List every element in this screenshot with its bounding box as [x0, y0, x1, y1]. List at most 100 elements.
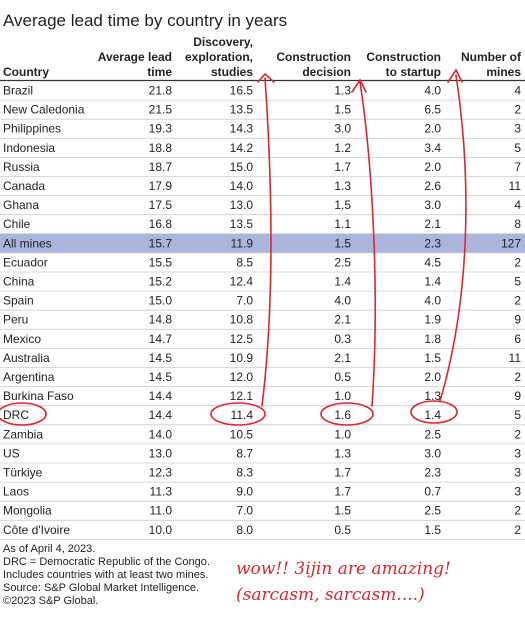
cell: US — [3, 446, 20, 460]
cell: 2.5 — [424, 427, 441, 441]
footnote: ©2023 S&P Global. — [3, 595, 98, 607]
cell: 2.3 — [424, 466, 441, 480]
cell: China — [3, 275, 35, 289]
circle — [210, 402, 266, 426]
cell: 1.4 — [424, 275, 441, 289]
cell: Peru — [3, 313, 28, 327]
cell: 1.3 — [424, 389, 441, 403]
cell: 1.9 — [424, 313, 441, 327]
cell: 11.4 — [231, 408, 254, 422]
circle — [320, 402, 374, 426]
cell: 1.6 — [334, 408, 351, 422]
cell: 3 — [514, 466, 521, 480]
cell: 2 — [514, 294, 521, 308]
cell: 0.5 — [334, 370, 351, 384]
cell: 11 — [509, 351, 522, 365]
cell: 1.0 — [334, 427, 351, 441]
cell: 11 — [509, 179, 522, 193]
cell: 17.9 — [149, 179, 173, 193]
cell: 10.9 — [230, 351, 254, 365]
arrow — [439, 68, 467, 402]
cell: 15.5 — [149, 255, 173, 269]
column-header: exploration, — [185, 50, 253, 64]
cell: 1.7 — [334, 485, 351, 499]
cell: 15.0 — [230, 160, 254, 174]
cell: 7.0 — [236, 504, 253, 518]
cell: 14.7 — [149, 332, 173, 346]
column-header: Country — [3, 65, 49, 79]
cell: Côte d'Ivoire — [3, 523, 70, 537]
cell: Burkina Faso — [3, 389, 74, 403]
cell: 12.1 — [230, 389, 254, 403]
cell: 21.8 — [149, 84, 173, 98]
column-header: time — [147, 65, 172, 79]
cell: 9 — [514, 313, 521, 327]
cell: Zambia — [3, 427, 43, 441]
column-header: studies — [211, 65, 253, 79]
cell: 2 — [514, 504, 521, 518]
column-header: Number of — [461, 50, 522, 64]
cell: 2 — [514, 523, 521, 537]
cell: 3 — [514, 485, 521, 499]
arrow — [257, 72, 275, 407]
cell: Ghana — [3, 198, 39, 212]
cell: 0.3 — [334, 332, 351, 346]
cell: 12.0 — [230, 370, 254, 384]
cell: 4.0 — [334, 294, 351, 308]
cell: 13.5 — [230, 217, 254, 231]
cell: 1.4 — [334, 275, 351, 289]
cell: 2.1 — [334, 313, 351, 327]
arrow — [351, 78, 377, 407]
cell: 5 — [514, 141, 521, 155]
cell: 11.3 — [150, 485, 173, 499]
column-header: Construction — [366, 50, 441, 64]
footnote: DRC = Democratic Republic of the Congo. — [3, 556, 210, 568]
cell: 2 — [514, 103, 521, 117]
cell: 12.5 — [230, 332, 254, 346]
cell: Chile — [3, 217, 31, 231]
cell: 0.5 — [334, 523, 351, 537]
handwritten-marks — [0, 68, 467, 426]
cell: 14.4 — [149, 408, 173, 422]
cell: 2.0 — [424, 122, 441, 136]
cell: 9.0 — [236, 485, 253, 499]
cell: 3.0 — [424, 198, 441, 212]
cell: 2.3 — [424, 236, 441, 250]
cell: New Caledonia — [3, 103, 85, 117]
cell: 1.8 — [424, 332, 441, 346]
cell: 3.0 — [424, 446, 441, 460]
cell: 14.0 — [230, 179, 254, 193]
cell: 0.7 — [424, 485, 441, 499]
handwritten-note: (sarcasm, sarcasm....) — [236, 585, 425, 605]
cell: 10.8 — [230, 313, 254, 327]
cell: 2.1 — [424, 217, 441, 231]
cell: Laos — [3, 485, 29, 499]
cell: Mongolia — [3, 504, 52, 518]
cell: 14.5 — [149, 370, 173, 384]
circle — [0, 402, 47, 426]
cell: 15.7 — [149, 236, 173, 250]
cell: 1.1 — [334, 217, 351, 231]
cell: 15.2 — [149, 275, 173, 289]
cell: 16.8 — [149, 217, 173, 231]
cell: 14.3 — [230, 122, 254, 136]
column-header: Average lead — [98, 50, 172, 64]
cell: 1.5 — [424, 523, 441, 537]
cell: Brazil — [3, 84, 33, 98]
circle — [410, 400, 458, 424]
cell: 3.4 — [424, 141, 441, 155]
cell: 14.4 — [149, 389, 173, 403]
cell: Russia — [3, 160, 40, 174]
column-header: mines — [486, 65, 521, 79]
cell: Canada — [3, 179, 45, 193]
cell: 2.0 — [424, 160, 441, 174]
cell: Spain — [3, 294, 34, 308]
cell: 8.7 — [236, 446, 253, 460]
cell: 3 — [514, 446, 521, 460]
cell: 18.7 — [149, 160, 173, 174]
cell: 1.3 — [334, 84, 351, 98]
cell: 16.5 — [230, 84, 254, 98]
cell: 17.5 — [149, 198, 173, 212]
cell: Australia — [3, 351, 50, 365]
cell: 21.5 — [149, 103, 173, 117]
